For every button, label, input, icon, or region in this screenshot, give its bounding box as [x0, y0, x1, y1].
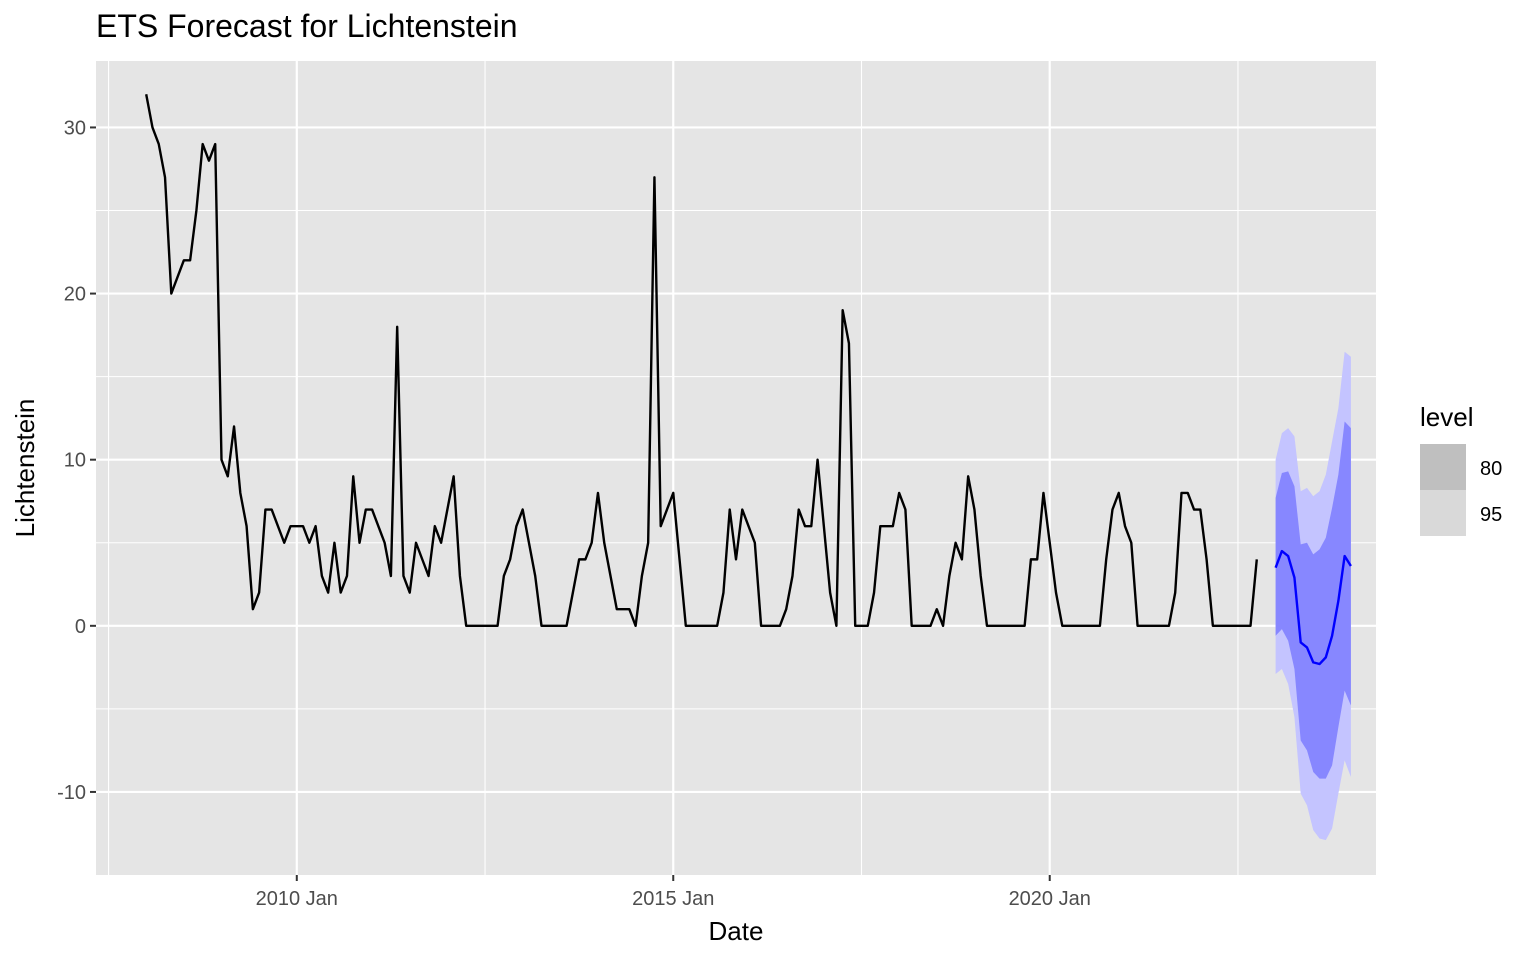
x-axis: 2010 Jan 2015 Jan 2020 Jan — [256, 875, 1091, 910]
y-tick-label: 20 — [64, 284, 86, 306]
x-tick-label: 2020 Jan — [1009, 888, 1091, 910]
plot-panel — [96, 61, 1376, 875]
chart-title: ETS Forecast for Lichtenstein — [96, 8, 518, 44]
grid-major — [96, 61, 1376, 875]
y-tick-label: 10 — [64, 450, 86, 472]
y-tick-label: -10 — [57, 782, 86, 804]
y-tick-label: 0 — [75, 616, 86, 638]
x-tick-label: 2015 Jan — [632, 888, 714, 910]
y-tick-label: 30 — [64, 117, 86, 139]
x-axis-title: Date — [709, 916, 764, 946]
grid-minor — [96, 61, 1376, 875]
y-axis: -10 0 10 20 30 — [57, 117, 96, 804]
legend-key-80 — [1420, 444, 1466, 490]
legend-title: level — [1420, 402, 1473, 432]
series-lines — [145, 94, 1352, 666]
legend-label-95: 95 — [1480, 504, 1502, 526]
history-line — [145, 94, 1258, 628]
forecast-band-80 — [1275, 421, 1351, 779]
y-axis-title: Lichtenstein — [10, 399, 40, 538]
legend-key-95 — [1420, 490, 1466, 536]
legend-label-80: 80 — [1480, 458, 1502, 480]
legend: level 80 95 — [1420, 402, 1502, 536]
forecast-mean-line — [1274, 549, 1352, 666]
forecast-bands — [1275, 351, 1351, 841]
x-tick-label: 2010 Jan — [256, 888, 338, 910]
